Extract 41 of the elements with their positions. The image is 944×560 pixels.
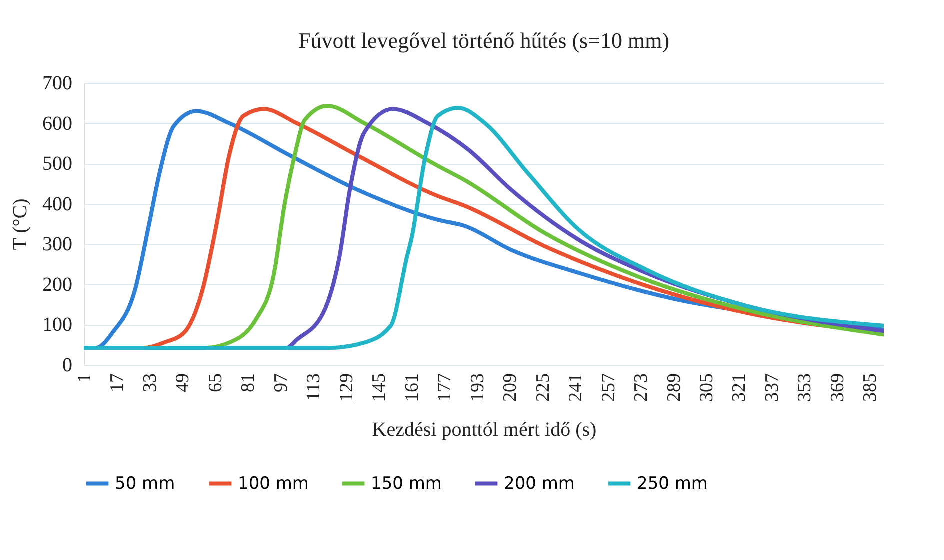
x-axis-title: Kezdési ponttól mért idő (s) [372, 419, 597, 441]
x-tick-label: 337 [762, 374, 783, 402]
x-tick-label: 177 [434, 374, 456, 402]
x-tick-label: 369 [827, 374, 848, 402]
x-tick-label: 81 [238, 374, 260, 392]
x-tick-label: 129 [336, 374, 358, 402]
x-tick-label: 33 [140, 374, 161, 392]
x-tick-label: 49 [172, 374, 194, 392]
x-tick-label: 17 [107, 374, 128, 392]
x-tick-label: 161 [402, 374, 423, 402]
x-tick-label: 273 [631, 374, 652, 402]
x-tick-label: 385 [860, 374, 882, 402]
legend-label: 100 mm [238, 474, 309, 494]
legend-label: 50 mm [115, 474, 176, 494]
y-axis-title: T (°C) [10, 198, 32, 250]
x-tick-label: 321 [729, 374, 750, 402]
x-tick-label: 225 [532, 374, 554, 402]
x-tick-label: 65 [205, 374, 226, 392]
x-tick-label: 113 [304, 374, 325, 402]
x-tick-label: 289 [664, 374, 685, 402]
legend-label: 250 mm [637, 474, 708, 494]
x-tick-label: 257 [598, 374, 620, 402]
y-tick-label: 200 [42, 274, 72, 296]
y-tick-label: 700 [42, 72, 72, 94]
x-tick-label: 1 [74, 374, 96, 383]
x-tick-label: 241 [566, 374, 587, 402]
chart-title: Fúvott levegővel történő hűtés (s=10 mm) [298, 28, 670, 53]
x-tick-label: 193 [467, 374, 488, 402]
y-tick-label: 600 [42, 112, 72, 135]
x-tick-label: 209 [500, 374, 522, 402]
x-tick-label: 145 [369, 374, 390, 402]
y-tick-label: 300 [42, 234, 72, 256]
legend-label: 150 mm [371, 474, 442, 494]
y-tick-label: 500 [42, 153, 72, 176]
legend-label: 200 mm [504, 474, 575, 494]
x-tick-label: 305 [696, 374, 718, 402]
x-tick-label: 353 [794, 374, 816, 402]
y-tick-label: 0 [62, 354, 72, 376]
y-tick-label: 100 [42, 314, 72, 336]
y-tick-label: 400 [42, 193, 72, 216]
x-tick-label: 97 [270, 374, 292, 392]
